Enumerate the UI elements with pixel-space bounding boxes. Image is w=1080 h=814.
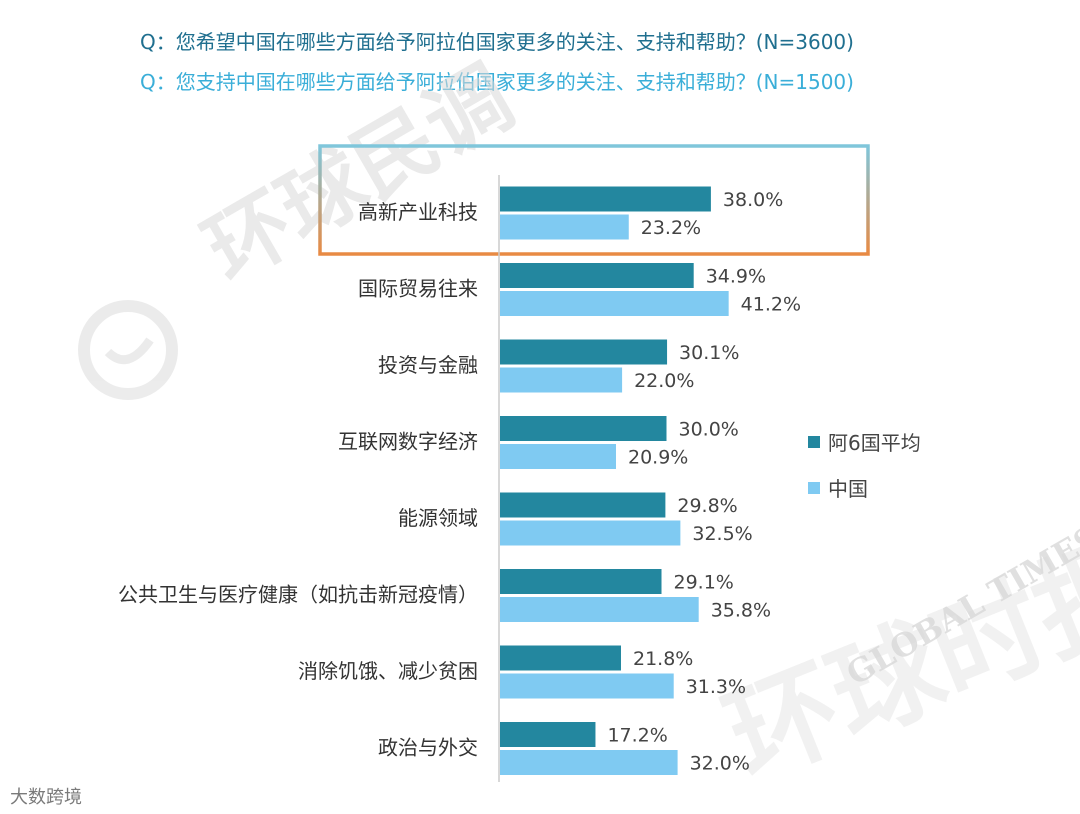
bar-china	[500, 367, 623, 393]
legend-swatch-arab6	[808, 436, 820, 448]
category-label: 国际贸易往来	[358, 277, 478, 301]
bar-china	[500, 520, 681, 546]
bars-group: 高新产业科技 38.0% 23.2% 国际贸易往来 34.9% 41.2% 投资与金融 30.…	[118, 186, 801, 775]
value-label-arab6: 30.1%	[679, 342, 739, 364]
category-label: 能源领域	[398, 506, 478, 530]
bar-arab6	[500, 186, 711, 212]
value-label-arab6: 17.2%	[607, 725, 667, 747]
value-label-china: 32.0%	[690, 753, 750, 775]
category-label: 互联网数字经济	[338, 430, 478, 454]
corner-mark: 大数跨境	[10, 787, 82, 808]
bar-china	[500, 597, 699, 622]
bar-china	[500, 291, 729, 316]
bar-arab6	[500, 645, 621, 671]
value-label-china: 41.2%	[741, 294, 801, 316]
question-2: Q：您支持中国在哪些方面给予阿拉伯国家更多的关注、支持和帮助？(N=1500)	[140, 70, 854, 94]
category-label: 高新产业科技	[358, 200, 478, 224]
bar-china	[500, 750, 678, 775]
value-label-arab6: 29.8%	[677, 495, 737, 517]
value-label-china: 20.9%	[628, 447, 688, 469]
value-label-arab6: 38.0%	[723, 189, 783, 211]
value-label-arab6: 29.1%	[674, 572, 734, 594]
bar-china	[500, 444, 616, 469]
highlight-frame	[318, 144, 870, 256]
bar-arab6	[500, 569, 662, 594]
legend-label-china: 中国	[828, 477, 868, 501]
bar-arab6	[500, 722, 596, 747]
value-label-china: 31.3%	[686, 676, 746, 698]
value-label-arab6: 21.8%	[633, 648, 693, 670]
legend: 阿6国平均 中国	[808, 431, 921, 501]
logo-watermark	[78, 300, 178, 400]
legend-swatch-china	[808, 482, 820, 494]
bar-china	[500, 214, 629, 240]
value-label-arab6: 34.9%	[706, 266, 766, 288]
bar-arab6	[500, 263, 694, 288]
category-label: 投资与金融	[378, 353, 478, 377]
category-label: 政治与外交	[378, 736, 478, 760]
value-label-china: 35.8%	[711, 600, 771, 622]
bar-arab6	[500, 339, 668, 365]
bar-arab6	[500, 416, 667, 441]
value-label-china: 22.0%	[634, 370, 694, 392]
question-1: Q：您希望中国在哪些方面给予阿拉伯国家更多的关注、支持和帮助？(N=3600)	[140, 30, 854, 54]
category-label: 公共卫生与医疗健康（如抗击新冠疫情）	[118, 583, 478, 607]
value-label-arab6: 30.0%	[679, 419, 739, 441]
value-label-china: 23.2%	[641, 217, 701, 239]
value-label-china: 32.5%	[692, 523, 752, 545]
category-label: 消除饥饿、减少贫困	[298, 659, 478, 683]
legend-label-arab6: 阿6国平均	[828, 431, 921, 455]
bar-china	[500, 673, 674, 699]
bar-arab6	[500, 492, 666, 518]
